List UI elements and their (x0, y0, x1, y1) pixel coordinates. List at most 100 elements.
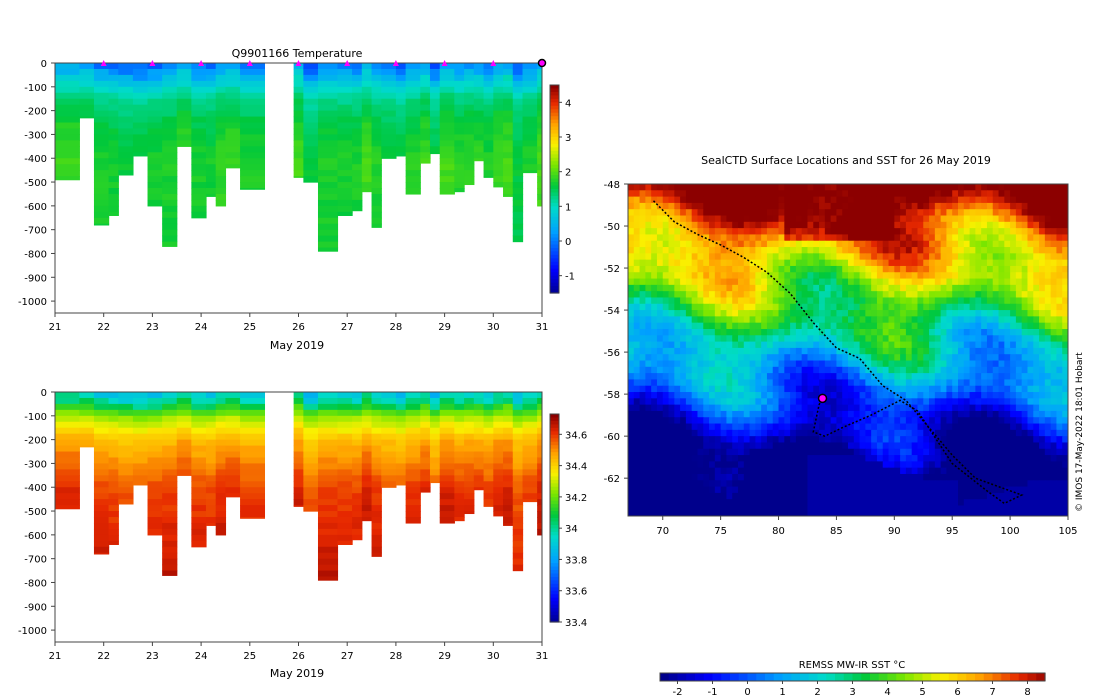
section-cell (93, 223, 110, 226)
section-cell (352, 409, 363, 417)
sst-cell (819, 272, 826, 280)
sst-cell (662, 297, 670, 305)
sst-cell (732, 310, 739, 317)
sst-cell (639, 247, 646, 254)
sst-cell (1004, 385, 1011, 393)
sst-cell (680, 209, 687, 217)
section-cell (176, 445, 192, 453)
section-cell (493, 146, 504, 153)
sst-cell (628, 373, 635, 380)
sst-cell (680, 392, 687, 399)
sst-cell (691, 184, 698, 191)
colorbar-tick-label: 33.6 (565, 587, 587, 598)
sst-cell (900, 247, 907, 254)
sst-cell (1021, 272, 1028, 280)
sst-cell (656, 417, 664, 425)
section-cell (147, 146, 163, 153)
sst-cell (680, 341, 687, 349)
section-cell (352, 164, 363, 171)
sst-cell (848, 278, 855, 286)
sst-cell (819, 259, 826, 267)
section-cell (420, 421, 431, 429)
section-cell (429, 397, 441, 405)
section-cell (317, 457, 339, 465)
sst-cell (743, 410, 751, 418)
sst-cell (778, 278, 785, 286)
section-cell (512, 182, 524, 189)
sst-cell (824, 316, 832, 324)
section-cell (439, 463, 455, 470)
sst-cell (720, 284, 727, 292)
section-cell (512, 392, 524, 399)
sst-cell (790, 190, 797, 198)
sst-cell (743, 202, 751, 210)
section-cell (337, 451, 353, 459)
sst-cell (853, 322, 861, 330)
sst-cell (1010, 209, 1017, 217)
sst-cell (986, 209, 994, 217)
section-cell (537, 152, 542, 159)
section-cell (118, 92, 134, 100)
sst-cell (859, 265, 866, 273)
sst-cell (963, 202, 971, 210)
sst-cell (946, 190, 953, 198)
sst-cell (1004, 215, 1011, 223)
sst-cell (969, 347, 976, 355)
sst-cell (766, 316, 774, 324)
sst-cell (830, 429, 837, 437)
section-cell (205, 164, 217, 171)
sst-cell (743, 184, 751, 191)
sst-cell (958, 215, 965, 223)
section-cell (420, 68, 431, 76)
sst-cell (680, 310, 687, 317)
sst-cell (848, 221, 855, 229)
sst-cell (639, 221, 646, 229)
section-cell (55, 433, 80, 441)
section-cell (429, 475, 441, 482)
sst-cell (1015, 335, 1023, 343)
sst-cell (853, 436, 861, 443)
section-cell (108, 445, 119, 453)
section-cell (132, 92, 149, 100)
sst-cell (975, 379, 982, 387)
sst-cell (871, 335, 878, 343)
sst-cell (697, 360, 704, 368)
sst-cell (911, 392, 918, 399)
sst-cell (1039, 328, 1046, 336)
sst-cell (958, 410, 965, 418)
section-cell (503, 122, 514, 130)
sst-cell (824, 272, 832, 280)
sst-cell (969, 404, 976, 412)
sst-cell (628, 423, 635, 431)
sst-cell (836, 335, 843, 343)
sst-cell (697, 322, 704, 330)
sst-cell (1044, 265, 1052, 273)
section-cell (493, 469, 504, 476)
sst-cell (801, 272, 808, 280)
sst-cell (882, 322, 890, 330)
sst-cell (709, 347, 716, 355)
colorbar-swatch (550, 431, 559, 436)
sst-cell (946, 240, 953, 248)
section-cell (371, 433, 382, 441)
section-cell (405, 469, 421, 476)
sst-cell (975, 234, 982, 242)
sst-cell (1021, 247, 1028, 254)
sst-cell (923, 310, 930, 317)
section-cell (512, 164, 524, 171)
sst-cell (1044, 429, 1052, 437)
sst-cell (1021, 392, 1028, 399)
section-cell (132, 403, 149, 411)
section-cell (405, 152, 421, 159)
section-cell (493, 499, 504, 506)
sst-cell (952, 341, 959, 349)
sst-cell (1015, 240, 1023, 248)
section-cell (537, 68, 542, 76)
sst-cell (691, 442, 698, 450)
section-cell (503, 170, 514, 177)
section-cell (371, 392, 382, 399)
sst-cell (917, 184, 924, 191)
section-cell (405, 505, 421, 512)
sst-cell (732, 328, 739, 336)
sst-cell (749, 259, 756, 267)
